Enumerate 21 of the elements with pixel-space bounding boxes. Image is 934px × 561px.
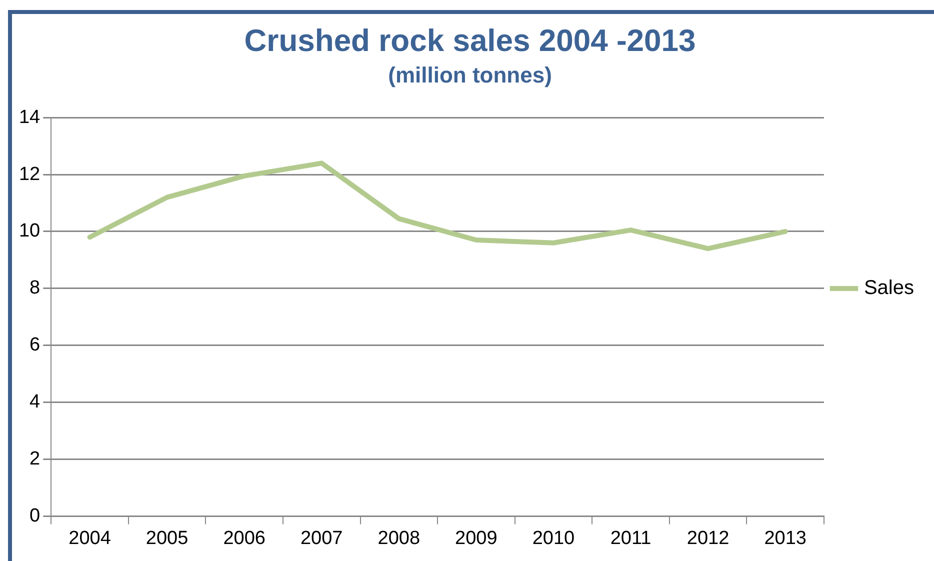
chart-subtitle: (million tonnes) — [388, 62, 552, 88]
x-tick-label: 2006 — [223, 528, 266, 549]
x-tick-label: 2010 — [532, 528, 575, 549]
x-tick-label: 2008 — [378, 528, 420, 549]
y-tick-label: 10 — [18, 220, 40, 242]
legend-label: Sales — [864, 277, 914, 300]
x-tick-label: 2012 — [686, 528, 730, 549]
y-tick-label: 12 — [18, 164, 40, 185]
y-tick-label: 0 — [30, 505, 40, 526]
y-tick-label: 6 — [30, 334, 40, 356]
x-tick-label: 2011 — [610, 528, 652, 549]
y-tick-label: 4 — [30, 392, 41, 413]
x-tick-label: 2007 — [300, 528, 343, 549]
y-tick-label: 2 — [30, 448, 40, 470]
y-tick-label: 8 — [30, 278, 40, 299]
x-tick-label: 2013 — [764, 528, 806, 549]
chart-title: Crushed rock sales 2004 -2013 — [244, 23, 696, 58]
y-tick-label: 14 — [18, 106, 41, 128]
x-tick-label: 2009 — [455, 528, 498, 549]
x-tick-label: 2005 — [146, 528, 188, 549]
x-tick-label: 2004 — [68, 528, 112, 549]
